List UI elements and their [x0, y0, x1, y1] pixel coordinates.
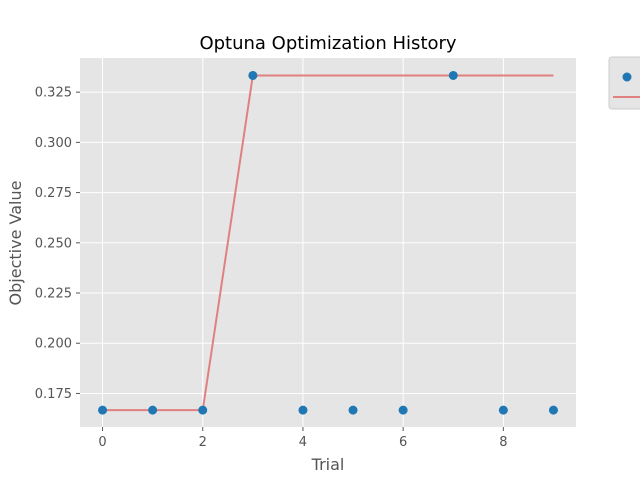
- x-tick-label: 2: [199, 435, 207, 450]
- x-tick-label: 0: [98, 435, 106, 450]
- legend-box: [608, 56, 640, 110]
- grid: [80, 58, 576, 427]
- trial-point: [548, 405, 558, 415]
- y-tick-label: 0.200: [35, 337, 72, 352]
- legend-marker-scatter: [622, 72, 632, 82]
- trial-point: [448, 70, 458, 80]
- trial-point: [398, 405, 408, 415]
- ticks: 0 2 4 6 8 0.175 0.200 0.225 0.250 0.275 0.300 0.325: [35, 86, 508, 450]
- best-value-line: [102, 74, 554, 412]
- x-tick-label: 6: [399, 435, 407, 450]
- legend: [608, 56, 640, 110]
- series: [98, 70, 558, 415]
- trial-point: [498, 405, 508, 415]
- trial-point: [98, 405, 108, 415]
- y-tick-label: 0.300: [35, 136, 72, 151]
- y-tick-label: 0.225: [35, 287, 72, 302]
- trial-point: [148, 405, 158, 415]
- chart-title: Optuna Optimization History: [199, 33, 456, 54]
- x-tick-label: 8: [499, 435, 507, 450]
- trial-point: [248, 70, 258, 80]
- trial-point: [348, 405, 358, 415]
- trial-point: [298, 405, 308, 415]
- x-axis-label: Trial: [311, 455, 345, 474]
- y-tick-label: 0.175: [35, 387, 72, 402]
- y-tick-label: 0.275: [35, 186, 72, 201]
- y-axis-label: Objective Value: [6, 181, 25, 306]
- x-tick-label: 4: [299, 435, 307, 450]
- trial-point: [198, 405, 208, 415]
- y-tick-label: 0.325: [35, 86, 72, 101]
- y-tick-label: 0.250: [35, 236, 72, 251]
